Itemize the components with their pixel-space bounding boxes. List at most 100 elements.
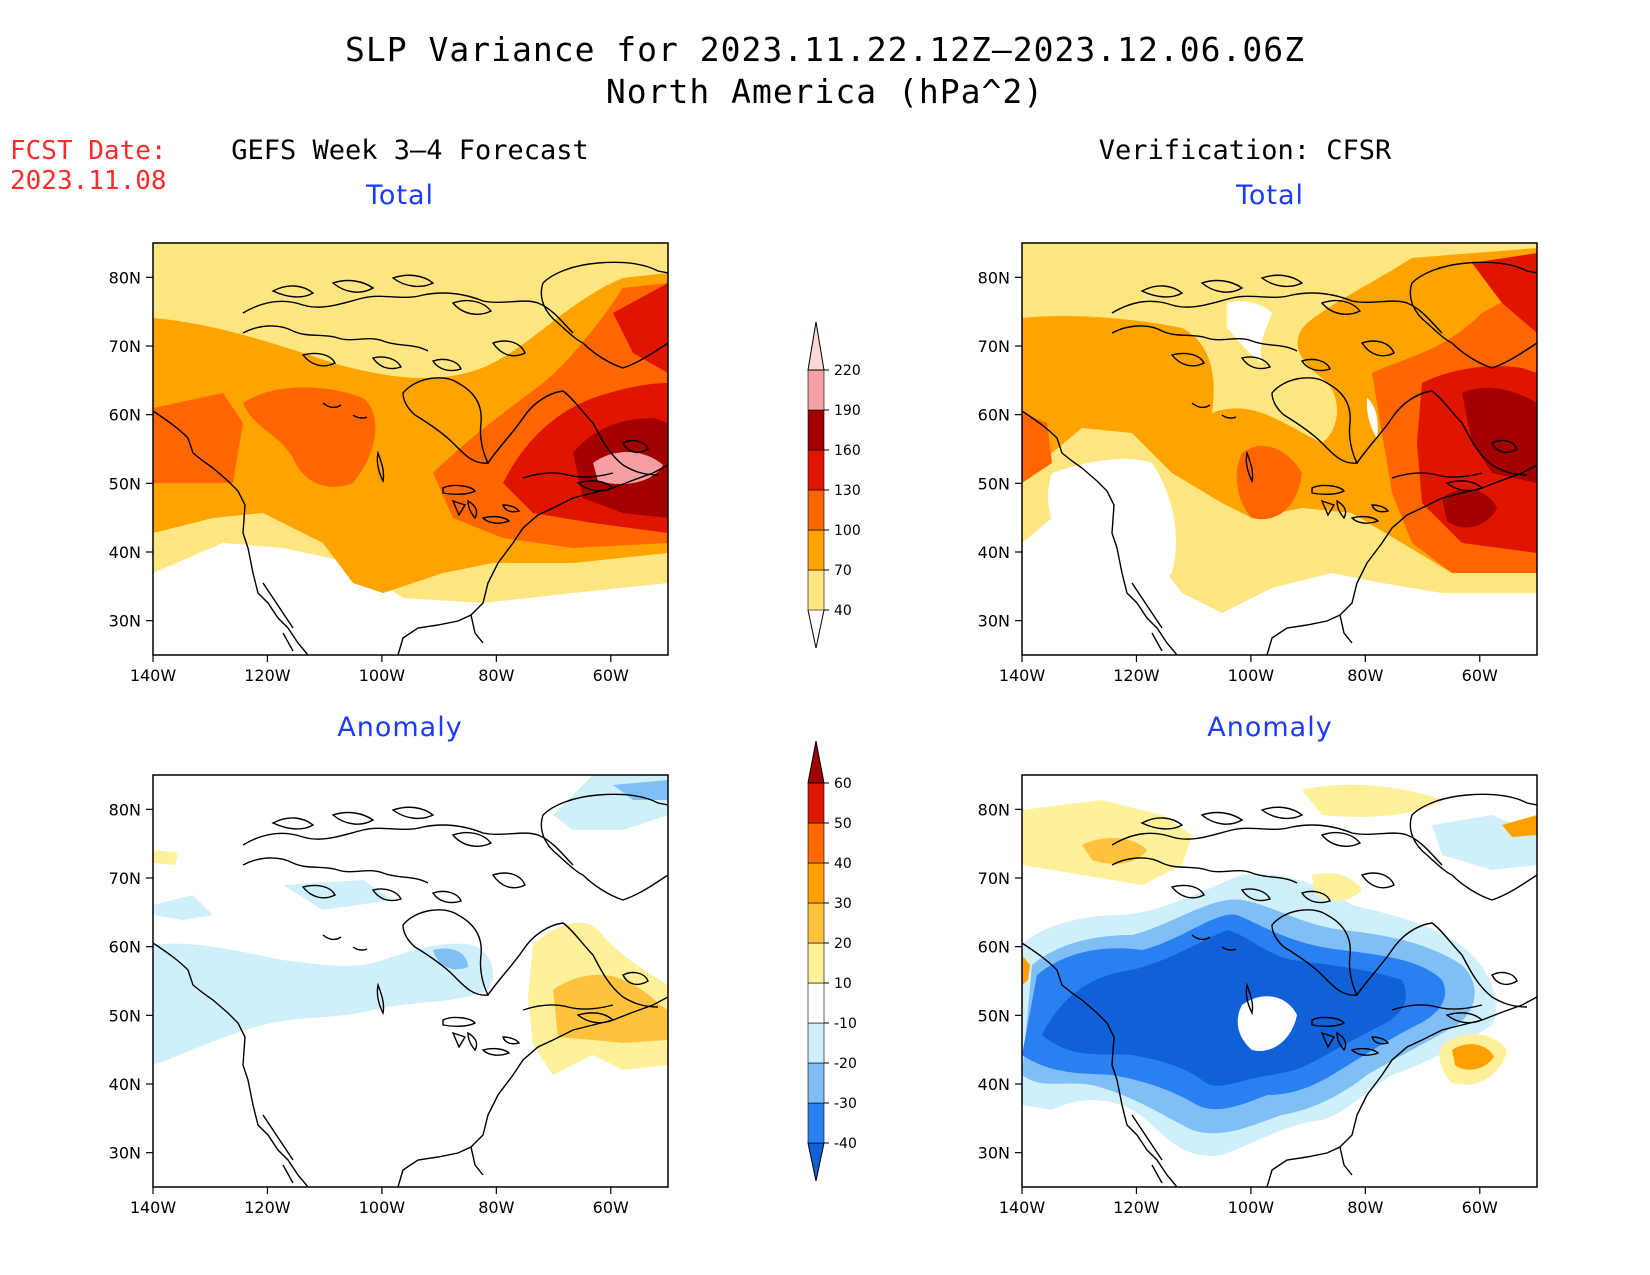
map-forecast-total — [152, 242, 669, 656]
lon-tick-label: 120W — [244, 666, 291, 685]
contour-neg10-neg20-northwest — [153, 895, 213, 920]
colorbar-anomaly-label: -20 — [834, 1056, 857, 1072]
colorbar-total-label: 160 — [834, 443, 861, 459]
colorbar-anomaly-label: -10 — [834, 1016, 857, 1032]
map-verification-anomaly — [1021, 774, 1538, 1188]
lat-tick-label: 80N — [109, 800, 141, 819]
lat-tick-label: 60N — [978, 406, 1010, 425]
lat-tick-label: 70N — [978, 337, 1010, 356]
colorbar-anomaly-swatch — [807, 782, 825, 824]
lon-tick-label: 100W — [1228, 1198, 1275, 1217]
colorbar-anomaly-label: 60 — [834, 776, 852, 792]
lat-tick-label: 50N — [109, 1006, 141, 1025]
colorbar-anomaly-label: 10 — [834, 976, 852, 992]
contour-30-40-north — [1502, 815, 1537, 837]
lon-tick-label: 80W — [1347, 1198, 1383, 1217]
map-verification-total — [1021, 242, 1538, 656]
lon-tick-label: 100W — [359, 666, 406, 685]
contour-neg20-neg30 — [433, 948, 468, 970]
lat-tick-label: 60N — [978, 938, 1010, 957]
colorbar-total-swatch — [807, 529, 825, 571]
contour-130-160-north — [613, 283, 668, 373]
colorbar-anomaly-label: -40 — [834, 1136, 857, 1152]
lat-tick-label: 50N — [978, 474, 1010, 493]
contour-160-190-south — [1442, 489, 1497, 528]
lon-tick-label: 80W — [478, 666, 514, 685]
colorbar-total-label: 100 — [834, 523, 861, 539]
lon-tick-label: 120W — [244, 1198, 291, 1217]
colorbar-anomaly-top-arrow — [807, 740, 825, 784]
lon-tick-label: 140W — [130, 666, 177, 685]
colorbar-total-low-arrow — [807, 609, 825, 649]
lat-tick-label: 40N — [978, 543, 1010, 562]
lat-tick-label: 70N — [109, 869, 141, 888]
contour-10-20-greenland — [1302, 784, 1442, 817]
lon-tick-label: 140W — [999, 1198, 1046, 1217]
contour-neg10-neg20-arctic — [283, 880, 393, 910]
lat-tick-label: 60N — [109, 938, 141, 957]
colorbar-anomaly-low-arrow — [807, 1142, 825, 1182]
colorbar-anomaly-label: 20 — [834, 936, 852, 952]
lon-tick-label: 140W — [999, 666, 1046, 685]
lat-tick-label: 50N — [109, 474, 141, 493]
panel-title-forecast-anomaly: Anomaly — [337, 712, 463, 743]
colorbar-anomaly-label: 40 — [834, 856, 852, 872]
contour-100-130-west — [1022, 413, 1052, 483]
lat-tick-label: 50N — [978, 1006, 1010, 1025]
fcst-date-label: FCST Date: — [10, 136, 167, 166]
colorbar-total-label: 130 — [834, 483, 861, 499]
lat-tick-label: 60N — [109, 406, 141, 425]
lon-tick-label: 100W — [359, 1198, 406, 1217]
colorbar-total-swatch — [807, 489, 825, 531]
colorbar-anomaly-swatch — [807, 942, 825, 984]
fcst-date-block: FCST Date: 2023.11.08 — [10, 136, 167, 196]
map-forecast-anomaly — [152, 774, 669, 1188]
lon-tick-label: 60W — [1462, 1198, 1498, 1217]
contour-100-130-west — [153, 393, 243, 483]
colorbar-total-label: 220 — [834, 363, 861, 379]
colorbar-total-label: 40 — [834, 603, 852, 619]
colorbar-anomaly-swatch — [807, 902, 825, 944]
contour-20-30 — [553, 974, 668, 1043]
lon-tick-label: 80W — [1347, 666, 1383, 685]
contour-100-130-central — [243, 387, 376, 487]
lat-tick-label: 30N — [978, 612, 1010, 631]
colorbar-anomaly-swatch — [807, 1102, 825, 1144]
contour-20-30-arctic — [1082, 838, 1147, 864]
colorbar-anomaly-label: 30 — [834, 896, 852, 912]
colorbar-total-top-arrow — [807, 321, 825, 371]
contour-neg10-neg20-central — [153, 943, 493, 1065]
colorbar-anomaly-swatch — [807, 982, 825, 1024]
colorbar-anomaly-swatch — [807, 822, 825, 864]
lat-tick-label: 40N — [109, 1075, 141, 1094]
lat-tick-label: 40N — [978, 1075, 1010, 1094]
contour-160-190 — [1462, 387, 1537, 483]
lon-tick-label: 60W — [593, 1198, 629, 1217]
contour-130-160-north — [1472, 253, 1537, 333]
colorbar-total-swatch — [807, 369, 825, 411]
lon-tick-label: 80W — [478, 1198, 514, 1217]
contour-below-40-hudson — [1366, 398, 1378, 438]
lat-tick-label: 80N — [109, 268, 141, 287]
contour-below-40-arctic — [1227, 301, 1272, 363]
lat-tick-label: 80N — [978, 800, 1010, 819]
lat-tick-label: 70N — [109, 337, 141, 356]
lon-tick-label: 100W — [1228, 666, 1275, 685]
left-column-heading: GEFS Week 3–4 Forecast — [231, 135, 589, 166]
colorbar-total-label: 190 — [834, 403, 861, 419]
lon-tick-label: 140W — [130, 1198, 177, 1217]
colorbar-anomaly-label: 50 — [834, 816, 852, 832]
contour-30-40-west — [1022, 955, 1030, 985]
lat-tick-label: 80N — [978, 268, 1010, 287]
lon-tick-label: 120W — [1113, 1198, 1160, 1217]
contour-30-40-atlantic — [1452, 1044, 1494, 1070]
colorbar-anomaly-swatch — [807, 1022, 825, 1064]
axes-layer: 80N 70N 60N 50N 40N 30N 140W 120W 100W 80W 60W 80N 7… — [109, 268, 1498, 1217]
colorbar-total-swatch — [807, 569, 825, 611]
panel-title-forecast-total: Total — [365, 180, 435, 211]
colorbar-anomaly-swatch — [807, 862, 825, 904]
lon-tick-label: 60W — [1462, 666, 1498, 685]
contour-100-130-lakes — [1236, 445, 1302, 520]
contour-below-40-west — [1048, 458, 1176, 586]
colorbar-anomaly-swatch — [807, 1062, 825, 1104]
